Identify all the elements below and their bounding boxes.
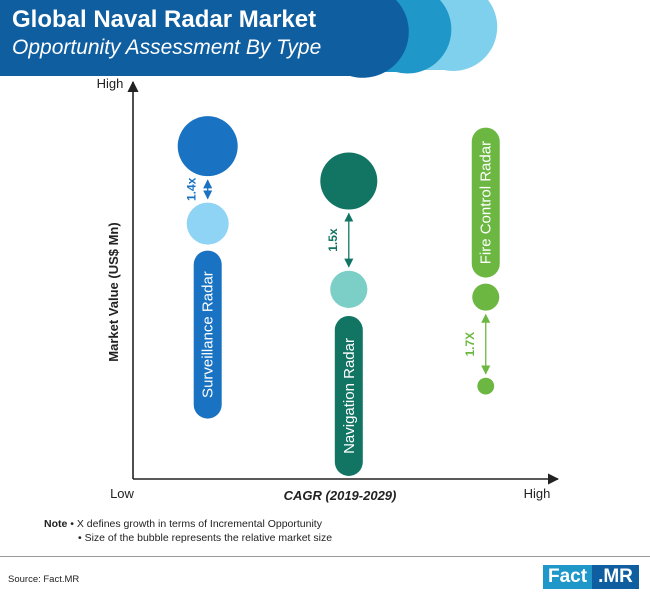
fire-control-radarbubble-small	[477, 377, 495, 395]
surveillance-radarbubble-large	[177, 116, 238, 177]
bubble-chart: High Low High CAGR (2019-2029) Market Value …	[97, 76, 560, 503]
header-band-base	[0, 0, 371, 70]
surveillance-radarlabel-pill	[193, 250, 222, 419]
navigation-radarbubble-small	[330, 270, 368, 308]
factmr-logo: Fact .MR	[543, 565, 639, 589]
note-line-1: • X defines growth in terms of Increment…	[70, 518, 322, 530]
navigation-radargrowth-multiplier: 1.5x	[326, 228, 340, 252]
y-axis-high-label: High	[97, 76, 124, 91]
chart-title: Global Naval Radar Market	[12, 6, 317, 33]
navigation-radarlabel-pill	[334, 315, 363, 476]
logo-part-2: .MR	[592, 565, 639, 589]
fire-control-radargrowth-multiplier: 1.7X	[463, 332, 477, 357]
fire-control-radarbubble-large	[472, 283, 500, 311]
footer-divider	[0, 556, 650, 557]
header-shapes	[0, 0, 498, 78]
note-label: Note	[44, 518, 68, 530]
navigation-radarbubble-large	[320, 152, 378, 210]
fire-control-radarlabel-pill	[471, 127, 500, 278]
note-line-2: • Size of the bubble represents the rela…	[78, 532, 333, 544]
logo-part-1: Fact	[543, 565, 593, 589]
chart-subtitle: Opportunity Assessment By Type	[12, 36, 322, 59]
fire-control-radarlabel: Fire Control Radar	[478, 141, 495, 264]
x-axis-low-label: Low	[110, 486, 134, 501]
surveillance-radarlabel: Surveillance Radar	[200, 271, 217, 398]
surveillance-radarbubble-small	[186, 202, 229, 245]
y-axis-title: Market Value (US$ Mn)	[106, 222, 121, 361]
header-banner: Global Naval Radar Market Opportunity As…	[0, 0, 650, 80]
x-axis-title: CAGR (2019-2029)	[284, 488, 397, 503]
x-axis-high-label: High	[524, 486, 551, 501]
chart-note: Note • X defines growth in terms of Incr…	[44, 517, 332, 545]
surveillance-radargrowth-multiplier: 1.4x	[185, 177, 199, 201]
source-text: Source: Fact.MR	[8, 574, 80, 585]
navigation-radarlabel: Navigation Radar	[341, 338, 358, 454]
